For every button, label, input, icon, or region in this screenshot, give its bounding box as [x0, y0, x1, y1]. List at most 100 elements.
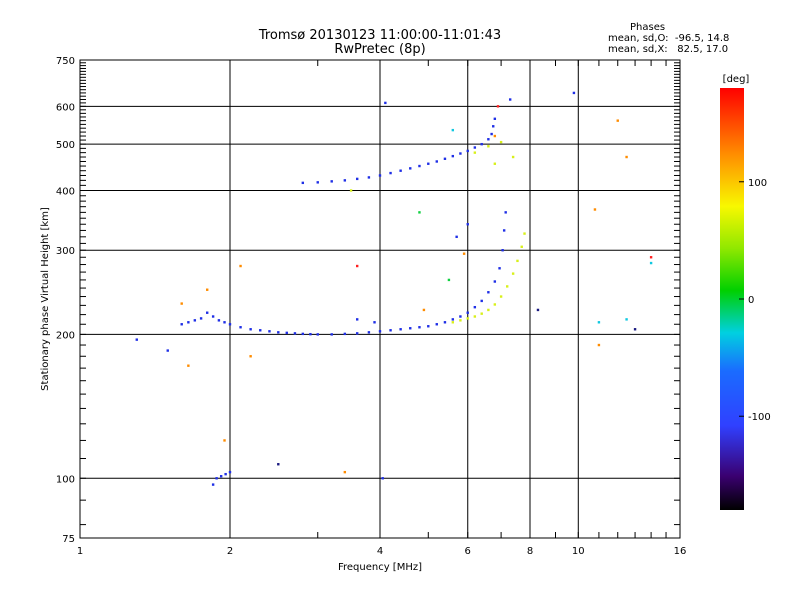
data-point — [205, 288, 209, 291]
data-point — [516, 259, 519, 263]
axes: 1 2 4 6 8 10 16 75 100 200 300 400 500 600 750 — [56, 56, 686, 557]
data-point — [435, 323, 438, 326]
data-point — [459, 152, 462, 155]
y-tick-label: 600 — [56, 102, 75, 113]
data-point — [239, 264, 242, 268]
data-point — [330, 180, 333, 183]
data-point — [389, 171, 392, 175]
data-point — [343, 332, 347, 336]
data-point — [480, 312, 483, 315]
data-point — [511, 155, 515, 159]
data-point — [443, 157, 447, 160]
data-point — [349, 189, 353, 192]
data-point — [239, 326, 242, 329]
data-point — [487, 308, 490, 312]
x-tick-label: 8 — [527, 546, 533, 557]
data-point — [399, 169, 402, 172]
data-point — [473, 315, 477, 318]
data-point — [502, 229, 506, 232]
y-tick-label: 75 — [62, 534, 75, 545]
colorbar-tick-label: -100 — [748, 412, 771, 423]
data-point — [355, 332, 359, 335]
data-point — [187, 321, 190, 324]
colorbar-ticks: 100 0 -100 — [739, 178, 771, 423]
data-point — [487, 138, 490, 141]
data-point — [649, 261, 653, 265]
data-point — [572, 91, 576, 95]
x-tick-label: 10 — [572, 546, 585, 557]
data-point — [451, 318, 455, 321]
data-point — [224, 472, 227, 476]
data-point — [455, 235, 458, 239]
x-axis-label: Frequency [MHz] — [338, 562, 422, 573]
data-point — [633, 328, 637, 331]
data-point — [593, 208, 597, 211]
data-point — [451, 321, 455, 324]
data-point — [466, 317, 469, 320]
y-tick-label: 200 — [56, 330, 75, 341]
data-point — [301, 181, 305, 185]
data-point — [180, 323, 183, 326]
data-point — [228, 470, 232, 474]
data-point — [367, 331, 371, 334]
colorbar-tick-label: 100 — [748, 178, 767, 189]
data-point — [473, 305, 477, 309]
x-tick-label: 2 — [227, 546, 233, 557]
data-point — [193, 319, 197, 322]
chart-subtitle: RwPretec (8p) — [334, 42, 426, 57]
data-point — [205, 311, 209, 314]
y-tick-label: 750 — [56, 56, 75, 67]
data-point — [215, 477, 218, 480]
y-tick-label: 500 — [56, 140, 75, 151]
data-point — [219, 475, 223, 478]
data-point — [508, 98, 512, 101]
data-point — [625, 318, 628, 321]
x-mode-stats: mean, sd,X: 82.5, 17.0 — [608, 44, 729, 55]
data-point — [277, 331, 280, 334]
data-point — [427, 325, 430, 328]
data-point — [309, 332, 312, 336]
data-point — [135, 338, 138, 341]
grid — [80, 60, 680, 538]
data-point — [409, 327, 412, 330]
data-point — [418, 211, 421, 214]
data-point — [492, 125, 495, 128]
data-point — [199, 317, 203, 320]
data-point — [466, 311, 469, 314]
data-point — [418, 164, 421, 168]
data-point — [480, 299, 483, 303]
data-point — [462, 252, 466, 255]
data-point — [493, 134, 497, 138]
data-point — [649, 256, 653, 259]
y-tick-label: 100 — [56, 474, 75, 485]
data-point — [422, 308, 426, 312]
data-point — [259, 329, 262, 332]
colorbar-tick-label: 0 — [748, 295, 754, 306]
data-point — [536, 308, 540, 312]
data-point — [597, 343, 601, 347]
data-point — [493, 280, 497, 283]
data-point — [504, 211, 507, 214]
data-point — [399, 328, 402, 331]
data-point — [378, 174, 382, 177]
data-point — [249, 328, 252, 331]
data-point — [187, 364, 190, 367]
data-point — [435, 160, 438, 163]
data-point — [355, 177, 359, 181]
data-point — [473, 146, 477, 149]
data-point — [223, 321, 226, 324]
data-point — [523, 232, 526, 235]
data-point — [473, 151, 477, 154]
data-point — [268, 330, 271, 333]
data-point — [490, 132, 493, 136]
data-point — [381, 477, 384, 480]
data-points — [135, 91, 653, 486]
data-point — [367, 176, 371, 179]
data-point — [520, 245, 523, 248]
data-point — [487, 145, 490, 148]
data-point — [223, 439, 226, 442]
data-point — [373, 321, 376, 324]
x-tick-label: 16 — [674, 546, 687, 557]
data-point — [343, 179, 347, 182]
